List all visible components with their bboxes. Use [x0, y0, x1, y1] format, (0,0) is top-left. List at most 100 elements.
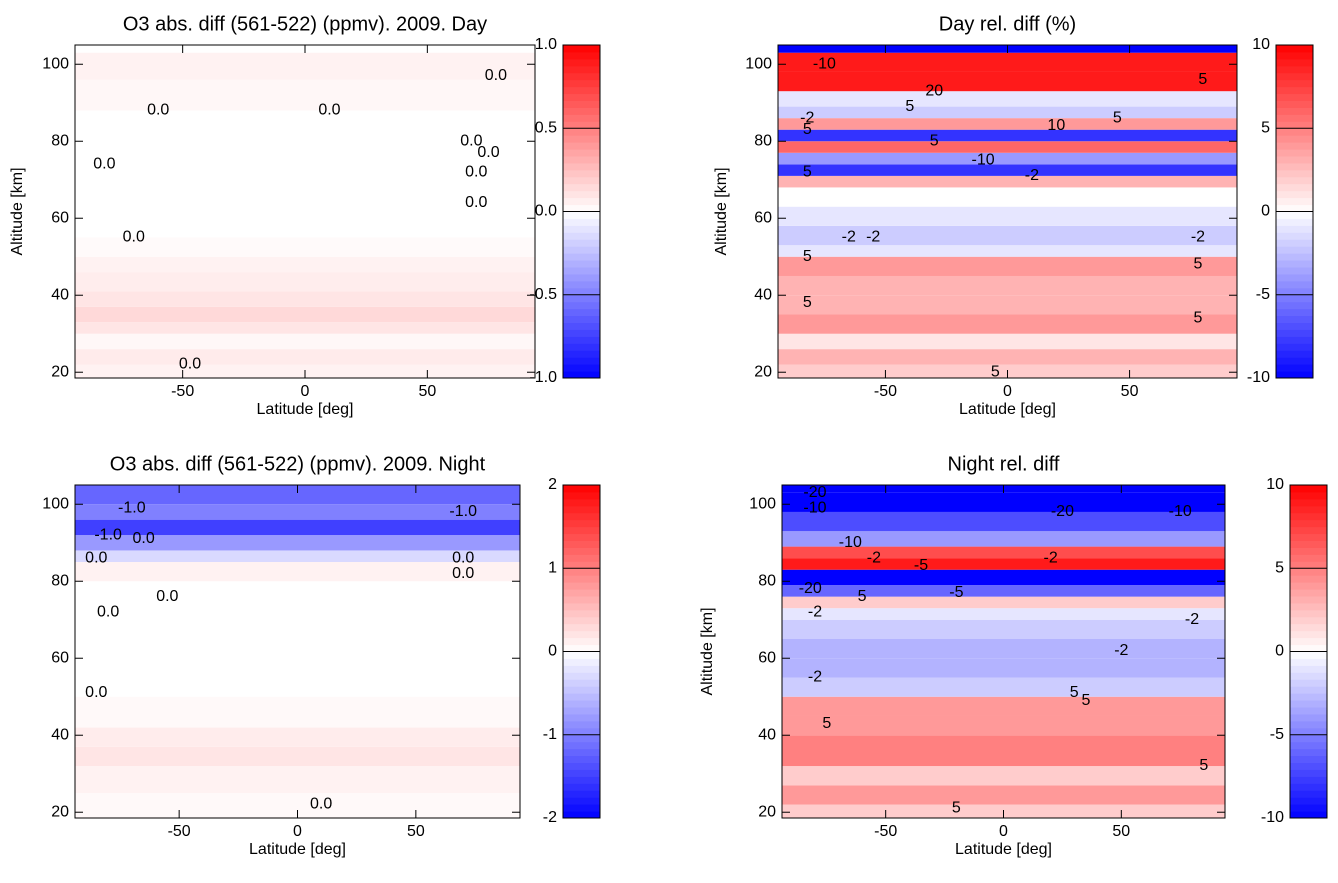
y-axis-label: Altitude [km]	[713, 167, 730, 255]
colorbar-step	[563, 253, 600, 261]
colorbar-tick-label: 5	[1261, 119, 1270, 136]
field-band	[778, 91, 1237, 107]
colorbar-step	[1290, 547, 1327, 555]
chart-title: O3 abs. diff (561-522) (ppmv). 2009. Nig…	[110, 453, 486, 475]
colorbar-step	[1290, 589, 1327, 597]
colorbar-step	[563, 783, 600, 791]
colorbar-step	[563, 804, 600, 812]
colorbar-step	[1276, 135, 1313, 143]
x-axis-label: Latitude [deg]	[959, 401, 1056, 418]
colorbar-step	[563, 267, 600, 275]
colorbar-step	[1276, 371, 1313, 379]
field-band	[778, 256, 1237, 276]
y-tick-label: 100	[42, 495, 69, 512]
colorbar-step	[1290, 713, 1327, 722]
contour-label: -1.0	[94, 526, 122, 543]
colorbar-step	[563, 176, 600, 185]
colorbar-step	[1276, 114, 1313, 122]
y-tick-label: 60	[754, 209, 772, 226]
contour-label: -10	[839, 534, 862, 551]
colorbar-step	[1276, 58, 1313, 67]
contour-label: 5	[1070, 684, 1079, 701]
field-band	[75, 179, 535, 211]
field-band	[782, 511, 1225, 532]
colorbar-step	[1290, 526, 1327, 535]
field-band	[778, 52, 1237, 72]
contour-label: -2	[867, 549, 881, 566]
colorbar-step	[563, 727, 600, 736]
contour-label: -10	[813, 55, 836, 72]
field-band	[778, 129, 1237, 142]
colorbar-step	[1276, 79, 1313, 88]
colorbar-step	[563, 498, 600, 507]
field-band	[75, 619, 520, 659]
colorbar-step	[1276, 107, 1313, 115]
x-tick-label: 50	[407, 823, 425, 840]
y-axis-label: Altitude [km]	[699, 607, 716, 695]
contour-label: -20	[799, 580, 822, 597]
colorbar-step	[563, 776, 600, 784]
field-band	[782, 785, 1225, 805]
chart-title: Night rel. diff	[948, 453, 1060, 475]
colorbar-tick-label: 0	[1261, 203, 1270, 220]
colorbar-step	[563, 700, 600, 708]
colorbar-step	[563, 287, 600, 296]
colorbar-step	[1276, 280, 1313, 289]
contour-label: -2	[800, 109, 814, 126]
colorbar-tick-label: -5	[1270, 726, 1284, 743]
colorbar-step	[563, 86, 600, 95]
contour-label: 0.0	[452, 565, 474, 582]
colorbar-step	[1290, 651, 1327, 659]
contour-label: -2	[1025, 167, 1039, 184]
colorbar-step	[1276, 65, 1313, 74]
colorbar-step	[563, 616, 600, 625]
colorbar-step	[563, 630, 600, 639]
colorbar-step	[1290, 602, 1327, 611]
colorbar-step	[563, 693, 600, 701]
field-band	[75, 148, 535, 180]
field-band	[778, 71, 1237, 92]
colorbar-step	[1276, 225, 1313, 233]
field-band	[778, 206, 1237, 226]
field-band	[778, 106, 1237, 119]
contour-label: -10	[1169, 503, 1192, 520]
colorbar-step	[1276, 204, 1313, 212]
field-band	[778, 187, 1237, 207]
contour-label: 5	[952, 800, 961, 817]
y-tick-label: 80	[51, 572, 69, 589]
colorbar-step	[563, 190, 600, 199]
colorbar-step	[1290, 568, 1327, 576]
field-band	[782, 546, 1225, 559]
colorbar-step	[1290, 630, 1327, 639]
contour-label: 0.0	[465, 163, 487, 180]
colorbar-step	[1276, 253, 1313, 261]
contour-label: -10	[803, 499, 826, 516]
colorbar-step	[1276, 176, 1313, 185]
colorbar-step	[1276, 169, 1313, 178]
colorbar-step	[563, 135, 600, 143]
panel: 0.00.00.00.00.00.00.00.00.00.0-50 0 502040…	[9, 13, 601, 418]
colorbar-step	[1276, 232, 1313, 240]
colorbar-step	[563, 197, 600, 206]
colorbar-step	[563, 149, 600, 157]
colorbar-step	[563, 225, 600, 233]
field-band	[782, 766, 1225, 786]
colorbar-step	[563, 169, 600, 178]
contour-label: -2	[808, 603, 822, 620]
colorbar-step	[1290, 658, 1327, 666]
x-axis-label: Latitude [deg]	[257, 401, 354, 418]
contour-label: -1.0	[118, 499, 146, 516]
contour-label: 5	[1198, 71, 1207, 88]
colorbar-step	[563, 315, 600, 323]
colorbar-step	[1290, 505, 1327, 514]
colorbar-step	[1290, 498, 1327, 507]
field-band	[782, 608, 1225, 620]
colorbar-step	[563, 686, 600, 694]
colorbar-tick-label: -0.5	[529, 286, 557, 303]
colorbar-step	[563, 582, 600, 590]
colorbar-step	[563, 485, 600, 493]
colorbar-tick-label: 10	[1252, 36, 1270, 53]
contour-label: 5	[803, 163, 812, 180]
x-tick-label: -50	[874, 823, 897, 840]
